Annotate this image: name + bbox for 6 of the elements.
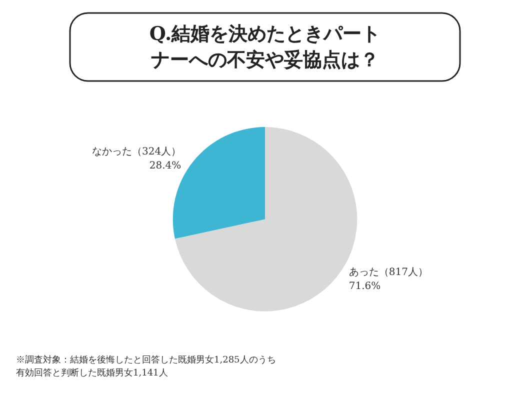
data-label: 28.4% bbox=[149, 160, 182, 172]
text: ※調査対象：結婚を後悔したと回答した既婚男女1,285人のうち有効回答と判断した既婚男女1,141人 bbox=[16, 354, 276, 378]
slice-label: なかった（324人） bbox=[92, 146, 182, 158]
chart-title: Q.結婚を決めたときパートナーへの不安や妥協点は？ bbox=[149, 23, 381, 71]
data-label: 71.6% bbox=[348, 281, 381, 292]
slice-label: あった（817人） bbox=[348, 267, 428, 278]
